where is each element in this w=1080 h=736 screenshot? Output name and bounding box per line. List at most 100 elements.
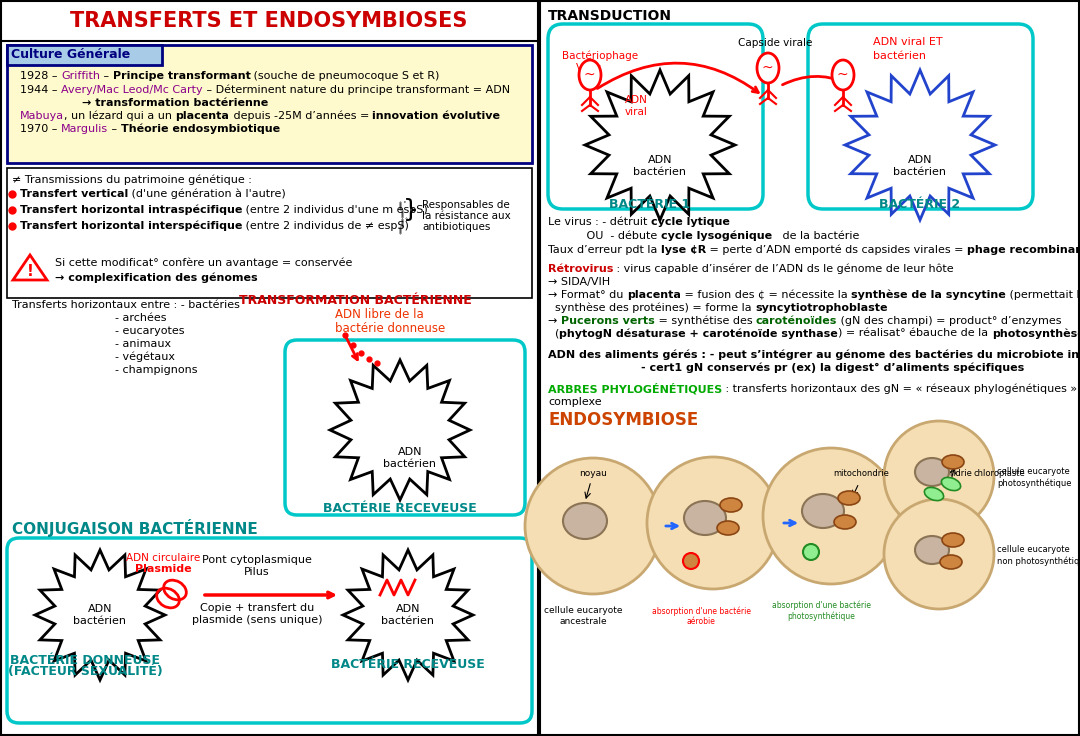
Ellipse shape xyxy=(915,536,949,564)
Text: Culture Générale: Culture Générale xyxy=(11,49,131,62)
Ellipse shape xyxy=(720,498,742,512)
Text: BACTÉRIE 1: BACTÉRIE 1 xyxy=(609,199,690,211)
Text: Mabuya: Mabuya xyxy=(21,111,64,121)
Text: (entre 2 individus d'une m espS): (entre 2 individus d'une m espS) xyxy=(242,205,428,215)
Text: bactérien: bactérien xyxy=(383,459,436,469)
Polygon shape xyxy=(845,70,995,220)
Bar xyxy=(6,45,532,163)
Text: Capside virale: Capside virale xyxy=(738,38,812,48)
Ellipse shape xyxy=(942,455,964,469)
Text: phytogN désaturase + caroténoïde synthase: phytogN désaturase + caroténoïde synthas… xyxy=(559,329,838,339)
Text: (gN des champi) = product° d’enzymes: (gN des champi) = product° d’enzymes xyxy=(837,316,1062,326)
Text: noyau: noyau xyxy=(579,469,607,478)
Text: non photosynthétique: non photosynthétique xyxy=(997,556,1080,566)
Text: –: – xyxy=(108,124,121,134)
Text: viral: viral xyxy=(625,107,648,117)
Circle shape xyxy=(683,553,699,569)
Text: absorption d'une bactérie
photosynthétique: absorption d'une bactérie photosynthétiq… xyxy=(771,601,870,621)
Text: ADN des aliments gérés : - peut s’intégrer au génome des bactéries du microbiote: ADN des aliments gérés : - peut s’intégr… xyxy=(548,350,1080,360)
Ellipse shape xyxy=(942,478,960,491)
Text: Virus: Virus xyxy=(576,63,603,73)
FancyBboxPatch shape xyxy=(548,24,762,209)
Text: Bactériophage: Bactériophage xyxy=(562,51,638,61)
Ellipse shape xyxy=(940,555,962,569)
Text: TRANSFORMATION BACTÉRIENNE: TRANSFORMATION BACTÉRIENNE xyxy=(239,294,471,306)
Text: Margulis: Margulis xyxy=(60,124,108,134)
Text: depuis -25M d’années =: depuis -25M d’années = xyxy=(229,110,373,121)
Text: → complexification des génomes: → complexification des génomes xyxy=(55,273,258,283)
Text: TRANSDUCTION: TRANSDUCTION xyxy=(548,9,672,23)
Text: ADN: ADN xyxy=(87,604,112,614)
Text: phage recombinant: phage recombinant xyxy=(967,245,1080,255)
Text: 1944 –: 1944 – xyxy=(21,85,60,95)
Text: de la bactérie: de la bactérie xyxy=(772,231,860,241)
Text: synthèse de la syncytine: synthèse de la syncytine xyxy=(851,290,1005,300)
Text: - cert1 gN conservés pr (ex) la digest° d’aliments spécifiques: - cert1 gN conservés pr (ex) la digest° … xyxy=(548,363,1024,373)
Text: complexe: complexe xyxy=(548,397,602,407)
Text: Transfert horizontal interspécifique: Transfert horizontal interspécifique xyxy=(21,221,242,231)
Bar xyxy=(1,1,538,41)
Text: (FACTEUR SEXUALITÉ): (FACTEUR SEXUALITÉ) xyxy=(8,665,162,679)
Text: ADN: ADN xyxy=(397,447,422,457)
Text: Plasmide: Plasmide xyxy=(135,564,191,574)
Text: innovation évolutive: innovation évolutive xyxy=(373,111,500,121)
FancyBboxPatch shape xyxy=(6,538,532,723)
Text: (souche de pneumocoque S et R): (souche de pneumocoque S et R) xyxy=(251,71,440,81)
Ellipse shape xyxy=(802,494,843,528)
Ellipse shape xyxy=(832,60,854,90)
Text: : virus capable d’insérer de l’ADN ds le génome de leur hôte: : virus capable d’insérer de l’ADN ds le… xyxy=(613,263,954,275)
Text: ~: ~ xyxy=(836,68,848,82)
Text: cellule eucaryote: cellule eucaryote xyxy=(997,545,1070,553)
Text: ARBRES PHYLOGÉNÉTIQUES: ARBRES PHYLOGÉNÉTIQUES xyxy=(548,383,723,394)
Text: }: } xyxy=(403,198,419,222)
Text: ADN: ADN xyxy=(648,155,672,165)
Text: Principe transformant: Principe transformant xyxy=(112,71,251,81)
Text: photosynthèse: photosynthèse xyxy=(991,329,1080,339)
Circle shape xyxy=(804,544,819,560)
Text: bactérie donneuse: bactérie donneuse xyxy=(335,322,445,334)
Text: mitochondrie: mitochondrie xyxy=(833,469,889,478)
FancyBboxPatch shape xyxy=(285,340,525,515)
Text: ADN libre de la: ADN libre de la xyxy=(335,308,423,320)
Circle shape xyxy=(885,499,994,609)
Text: cellule eucaryote: cellule eucaryote xyxy=(997,467,1070,475)
Text: → Format° du: → Format° du xyxy=(548,290,626,300)
Text: ADN: ADN xyxy=(395,604,420,614)
Polygon shape xyxy=(35,550,165,680)
Text: : transferts horizontaux des gN = « réseaux phylogénétiques »: : transferts horizontaux des gN = « rése… xyxy=(723,383,1078,394)
Ellipse shape xyxy=(684,501,726,535)
Text: Pont cytoplasmique: Pont cytoplasmique xyxy=(202,555,312,565)
Text: → transformation bactérienne: → transformation bactérienne xyxy=(21,98,268,108)
Ellipse shape xyxy=(717,521,739,535)
Circle shape xyxy=(647,457,779,589)
Text: Transfert vertical: Transfert vertical xyxy=(21,189,129,199)
Ellipse shape xyxy=(579,60,600,90)
Ellipse shape xyxy=(942,533,964,547)
Text: (permettait la: (permettait la xyxy=(1005,290,1080,300)
Text: BACTÉRIE RECEVEUSE: BACTÉRIE RECEVEUSE xyxy=(323,501,477,514)
Circle shape xyxy=(885,421,994,531)
Text: ENDOSYMBIOSE: ENDOSYMBIOSE xyxy=(548,411,699,429)
Text: !: ! xyxy=(27,264,33,280)
Text: (d'une génération à l'autre): (d'une génération à l'autre) xyxy=(129,188,286,199)
Text: Si cette modificat° confère un avantage = conservée: Si cette modificat° confère un avantage … xyxy=(55,258,352,268)
Text: ~: ~ xyxy=(761,61,773,75)
Text: →: → xyxy=(548,316,561,326)
Polygon shape xyxy=(343,550,473,680)
FancyBboxPatch shape xyxy=(808,24,1032,209)
Text: bactérien: bactérien xyxy=(634,167,687,177)
Text: = perte d’ADN emporté ds capsides virales =: = perte d’ADN emporté ds capsides virale… xyxy=(706,245,967,255)
Text: (: ( xyxy=(548,329,559,339)
Text: Transferts horizontaux entre : - bactéries: Transferts horizontaux entre : - bactéri… xyxy=(12,300,240,310)
Text: BACTÉRIE 2: BACTÉRIE 2 xyxy=(879,199,960,211)
Bar xyxy=(6,45,162,65)
Text: chloroplaste: chloroplaste xyxy=(973,469,1025,478)
Text: Responsables de: Responsables de xyxy=(422,200,510,210)
Text: Pucerons verts: Pucerons verts xyxy=(561,316,654,326)
Text: (entre 2 individus de ≠ espS): (entre 2 individus de ≠ espS) xyxy=(242,221,409,231)
Bar xyxy=(1,1,538,735)
Text: bactérien: bactérien xyxy=(893,167,946,177)
Ellipse shape xyxy=(924,487,944,500)
Text: Transfert horizontal intraspécifique: Transfert horizontal intraspécifique xyxy=(21,205,242,215)
Text: la résistance aux: la résistance aux xyxy=(422,211,511,221)
